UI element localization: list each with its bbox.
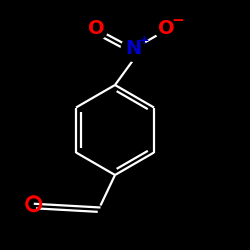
Circle shape	[121, 36, 146, 61]
Text: O: O	[158, 19, 174, 38]
Circle shape	[85, 18, 108, 40]
Text: N: N	[126, 39, 142, 58]
Text: O: O	[88, 19, 104, 38]
Text: −: −	[172, 12, 185, 28]
Circle shape	[155, 18, 178, 40]
Text: +: +	[139, 34, 149, 46]
